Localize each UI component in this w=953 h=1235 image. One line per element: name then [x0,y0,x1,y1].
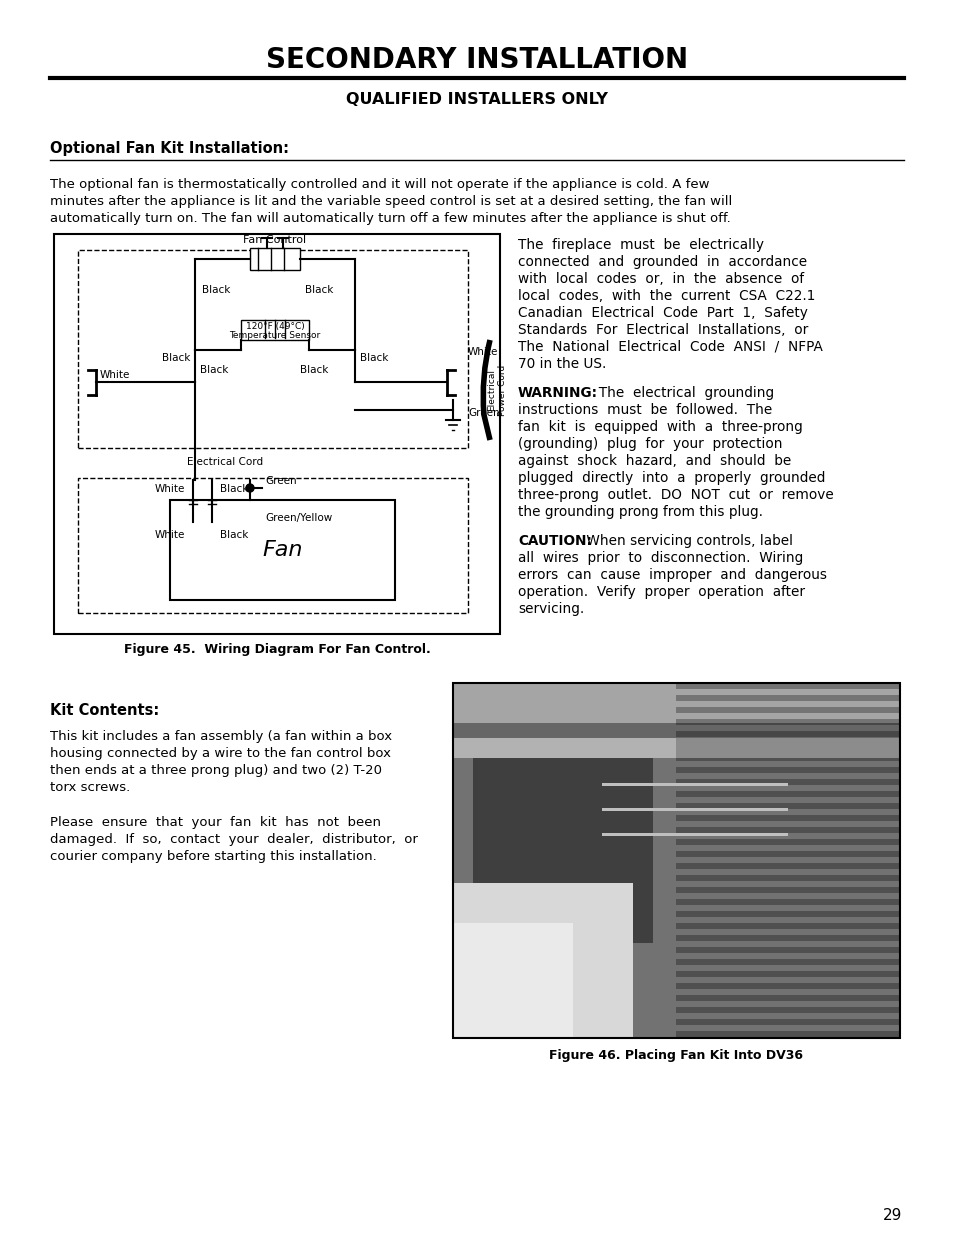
Text: Figure 45.  Wiring Diagram For Fan Control.: Figure 45. Wiring Diagram For Fan Contro… [124,643,430,657]
Text: courier company before starting this installation.: courier company before starting this ins… [50,850,376,863]
Text: Green: Green [468,408,499,417]
Text: White: White [100,370,131,380]
Text: then ends at a three prong plug) and two (2) T-20: then ends at a three prong plug) and two… [50,764,381,777]
Text: instructions  must  be  followed.  The: instructions must be followed. The [517,403,771,417]
Text: all  wires  prior  to  disconnection.  Wiring: all wires prior to disconnection. Wiring [517,551,802,564]
Text: 29: 29 [882,1208,901,1223]
Bar [78,249,468,448]
Text: Temperature Sensor: Temperature Sensor [229,331,320,341]
Bar [241,320,309,340]
Bar [54,233,499,634]
Text: The optional fan is thermostatically controlled and it will not operate if the a: The optional fan is thermostatically con… [50,178,709,191]
Text: plugged  directly  into  a  properly  grounded: plugged directly into a properly grounde… [517,471,824,485]
Bar [78,478,468,613]
Text: three-prong  outlet.  DO  NOT  cut  or  remove: three-prong outlet. DO NOT cut or remove [517,488,833,501]
Text: the grounding prong from this plug.: the grounding prong from this plug. [517,505,762,519]
Text: against  shock  hazard,  and  should  be: against shock hazard, and should be [517,454,790,468]
Text: local  codes,  with  the  current  CSA  C22.1: local codes, with the current CSA C22.1 [517,289,815,303]
Text: Electrical
Power Cord: Electrical Power Cord [487,364,506,416]
Text: When servicing controls, label: When servicing controls, label [581,534,792,548]
Text: This kit includes a fan assembly (a fan within a box: This kit includes a fan assembly (a fan … [50,730,392,743]
Text: with  local  codes  or,  in  the  absence  of: with local codes or, in the absence of [517,272,803,287]
Text: Please  ensure  that  your  fan  kit  has  not  been: Please ensure that your fan kit has not … [50,816,380,829]
Text: automatically turn on. The fan will automatically turn off a few minutes after t: automatically turn on. The fan will auto… [50,212,730,225]
Text: Green/Yellow: Green/Yellow [265,513,332,522]
Text: Figure 46. Placing Fan Kit Into DV36: Figure 46. Placing Fan Kit Into DV36 [549,1050,802,1062]
Text: 120°F (49°C): 120°F (49°C) [245,321,304,331]
Bar [170,500,395,600]
Text: Black: Black [359,353,388,363]
Text: SECONDARY INSTALLATION: SECONDARY INSTALLATION [266,46,687,74]
Text: errors  can  cause  improper  and  dangerous: errors can cause improper and dangerous [517,568,826,582]
Text: torx screws.: torx screws. [50,781,131,794]
Text: Black: Black [201,285,230,295]
Text: QUALIFIED INSTALLERS ONLY: QUALIFIED INSTALLERS ONLY [346,93,607,107]
Text: Electrical Cord: Electrical Cord [187,457,263,467]
Text: CAUTION:: CAUTION: [517,534,591,548]
Text: damaged.  If  so,  contact  your  dealer,  distributor,  or: damaged. If so, contact your dealer, dis… [50,832,417,846]
Text: Green: Green [265,475,296,487]
Text: Canadian  Electrical  Code  Part  1,  Safety: Canadian Electrical Code Part 1, Safety [517,306,807,320]
Text: Fan: Fan [262,540,302,559]
Text: servicing.: servicing. [517,601,583,616]
Text: WARNING:: WARNING: [517,387,598,400]
Text: Kit Contents:: Kit Contents: [50,703,159,718]
Text: The  National  Electrical  Code  ANSI  /  NFPA: The National Electrical Code ANSI / NFPA [517,340,822,354]
Text: Black: Black [305,285,333,295]
Text: White: White [154,530,185,540]
Text: Optional Fan Kit Installation:: Optional Fan Kit Installation: [50,141,289,156]
Text: 70 in the US.: 70 in the US. [517,357,606,370]
Text: Black: Black [220,484,248,494]
Text: operation.  Verify  proper  operation  after: operation. Verify proper operation after [517,585,804,599]
Bar [453,683,899,1037]
Text: White: White [468,347,497,357]
Text: Fan Control: Fan Control [243,235,306,245]
Text: Black: Black [220,530,248,540]
Text: White: White [154,484,185,494]
Text: The  fireplace  must  be  electrically: The fireplace must be electrically [517,238,763,252]
Text: Black: Black [299,366,328,375]
Text: Black: Black [200,366,228,375]
Text: Black: Black [161,353,190,363]
Text: fan  kit  is  equipped  with  a  three-prong: fan kit is equipped with a three-prong [517,420,801,433]
Bar [250,248,299,270]
Text: connected  and  grounded  in  accordance: connected and grounded in accordance [517,254,806,269]
Text: (grounding)  plug  for  your  protection: (grounding) plug for your protection [517,437,781,451]
Text: minutes after the appliance is lit and the variable speed control is set at a de: minutes after the appliance is lit and t… [50,195,732,207]
Text: housing connected by a wire to the fan control box: housing connected by a wire to the fan c… [50,747,391,760]
Circle shape [246,484,253,492]
Text: The  electrical  grounding: The electrical grounding [589,387,773,400]
Text: Standards  For  Electrical  Installations,  or: Standards For Electrical Installations, … [517,324,807,337]
